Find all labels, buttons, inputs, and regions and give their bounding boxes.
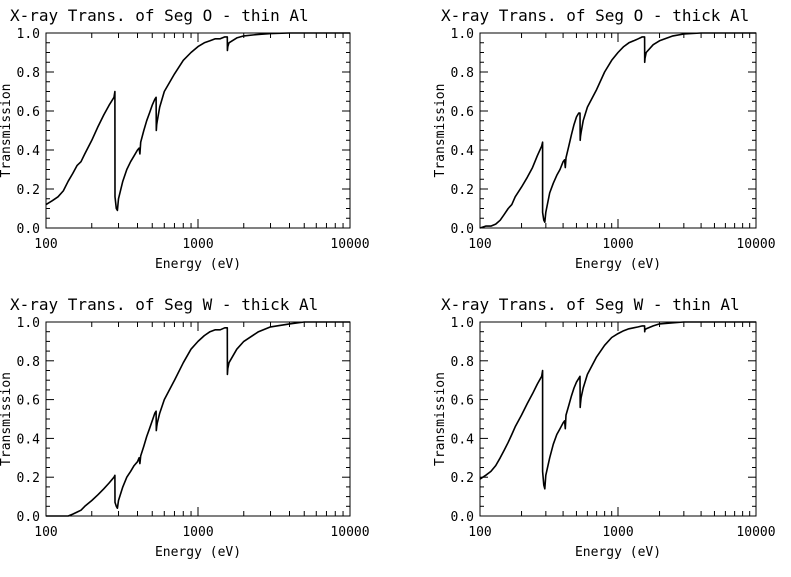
x-tick-label: 100: [468, 237, 491, 252]
y-tick-label: 1.0: [451, 27, 474, 42]
x-tick-label: 10000: [736, 237, 775, 252]
y-tick-label: 1.0: [451, 316, 474, 331]
y-axis-label: Transmission: [0, 84, 14, 178]
y-tick-label: 0.0: [17, 510, 40, 525]
y-tick-label: 0.8: [451, 66, 474, 81]
plot-frame: [45, 32, 351, 229]
y-tick-label: 0.0: [17, 222, 40, 237]
y-axis-label: Transmission: [433, 372, 448, 466]
transmission-curve: [46, 321, 350, 517]
x-tick-label: 1000: [182, 237, 213, 252]
y-tick-label: 0.6: [451, 105, 474, 120]
y-tick-label: 0.8: [451, 355, 474, 370]
y-tick-label: 0.8: [17, 66, 40, 81]
y-tick-label: 0.2: [17, 183, 40, 198]
chart-panel-3: X-ray Trans. of Seg W - thick Al 0.0 0.2 0.…: [0, 295, 370, 560]
y-tick-label: 0.4: [451, 144, 475, 159]
chart-title: X-ray Trans. of Seg W - thin Al: [441, 295, 740, 314]
y-tick-label: 0.4: [451, 432, 475, 447]
chart-title: X-ray Trans. of Seg O - thin Al: [10, 6, 309, 25]
x-axis-label: Energy (eV): [155, 545, 241, 560]
x-tick-label: 100: [34, 525, 57, 540]
x-tick-label: 10000: [330, 237, 369, 252]
x-tick-label: 1000: [602, 237, 633, 252]
x-axis-label: Energy (eV): [575, 257, 661, 272]
x-tick-label: 1000: [182, 525, 213, 540]
chart-title: X-ray Trans. of Seg O - thick Al: [441, 6, 749, 25]
y-tick-label: 1.0: [17, 27, 40, 42]
x-axis-label: Energy (eV): [575, 545, 661, 560]
chart-panel-4: X-ray Trans. of Seg W - thin Al 0.0 0.2 0.4…: [433, 295, 776, 560]
transmission-curve: [45, 32, 350, 212]
y-axis-label: Transmission: [0, 372, 14, 466]
chart-panel-1: X-ray Trans. of Seg O - thin Al 0.0 0.2 0.4…: [0, 6, 370, 272]
x-tick-label: 100: [468, 525, 491, 540]
transmission-curve: [479, 321, 756, 490]
x-tick-label: 100: [34, 237, 57, 252]
plot-frame: [479, 32, 757, 229]
x-tick-label: 1000: [602, 525, 633, 540]
chart-panel-2: X-ray Trans. of Seg O - thick Al 0.0 0.2 0.…: [433, 6, 776, 272]
x-axis-label: Energy (eV): [155, 257, 241, 272]
y-tick-label: 0.0: [451, 510, 474, 525]
y-tick-label: 0.6: [17, 105, 40, 120]
y-tick-label: 0.8: [17, 355, 40, 370]
transmission-curve: [479, 32, 756, 229]
y-tick-label: 0.6: [451, 394, 474, 409]
chart-title: X-ray Trans. of Seg W - thick Al: [10, 295, 318, 314]
y-tick-label: 0.2: [451, 471, 474, 486]
y-axis-label: Transmission: [433, 84, 448, 178]
y-tick-label: 0.0: [451, 222, 474, 237]
plot-frame: [479, 321, 757, 517]
plot-frame: [45, 321, 351, 517]
y-tick-label: 0.6: [17, 394, 40, 409]
y-tick-label: 0.2: [17, 471, 40, 486]
y-tick-label: 0.4: [17, 432, 41, 447]
x-tick-label: 10000: [330, 525, 369, 540]
y-tick-label: 0.4: [17, 144, 41, 159]
x-tick-label: 10000: [736, 525, 775, 540]
y-tick-label: 0.2: [451, 183, 474, 198]
y-tick-label: 1.0: [17, 316, 40, 331]
